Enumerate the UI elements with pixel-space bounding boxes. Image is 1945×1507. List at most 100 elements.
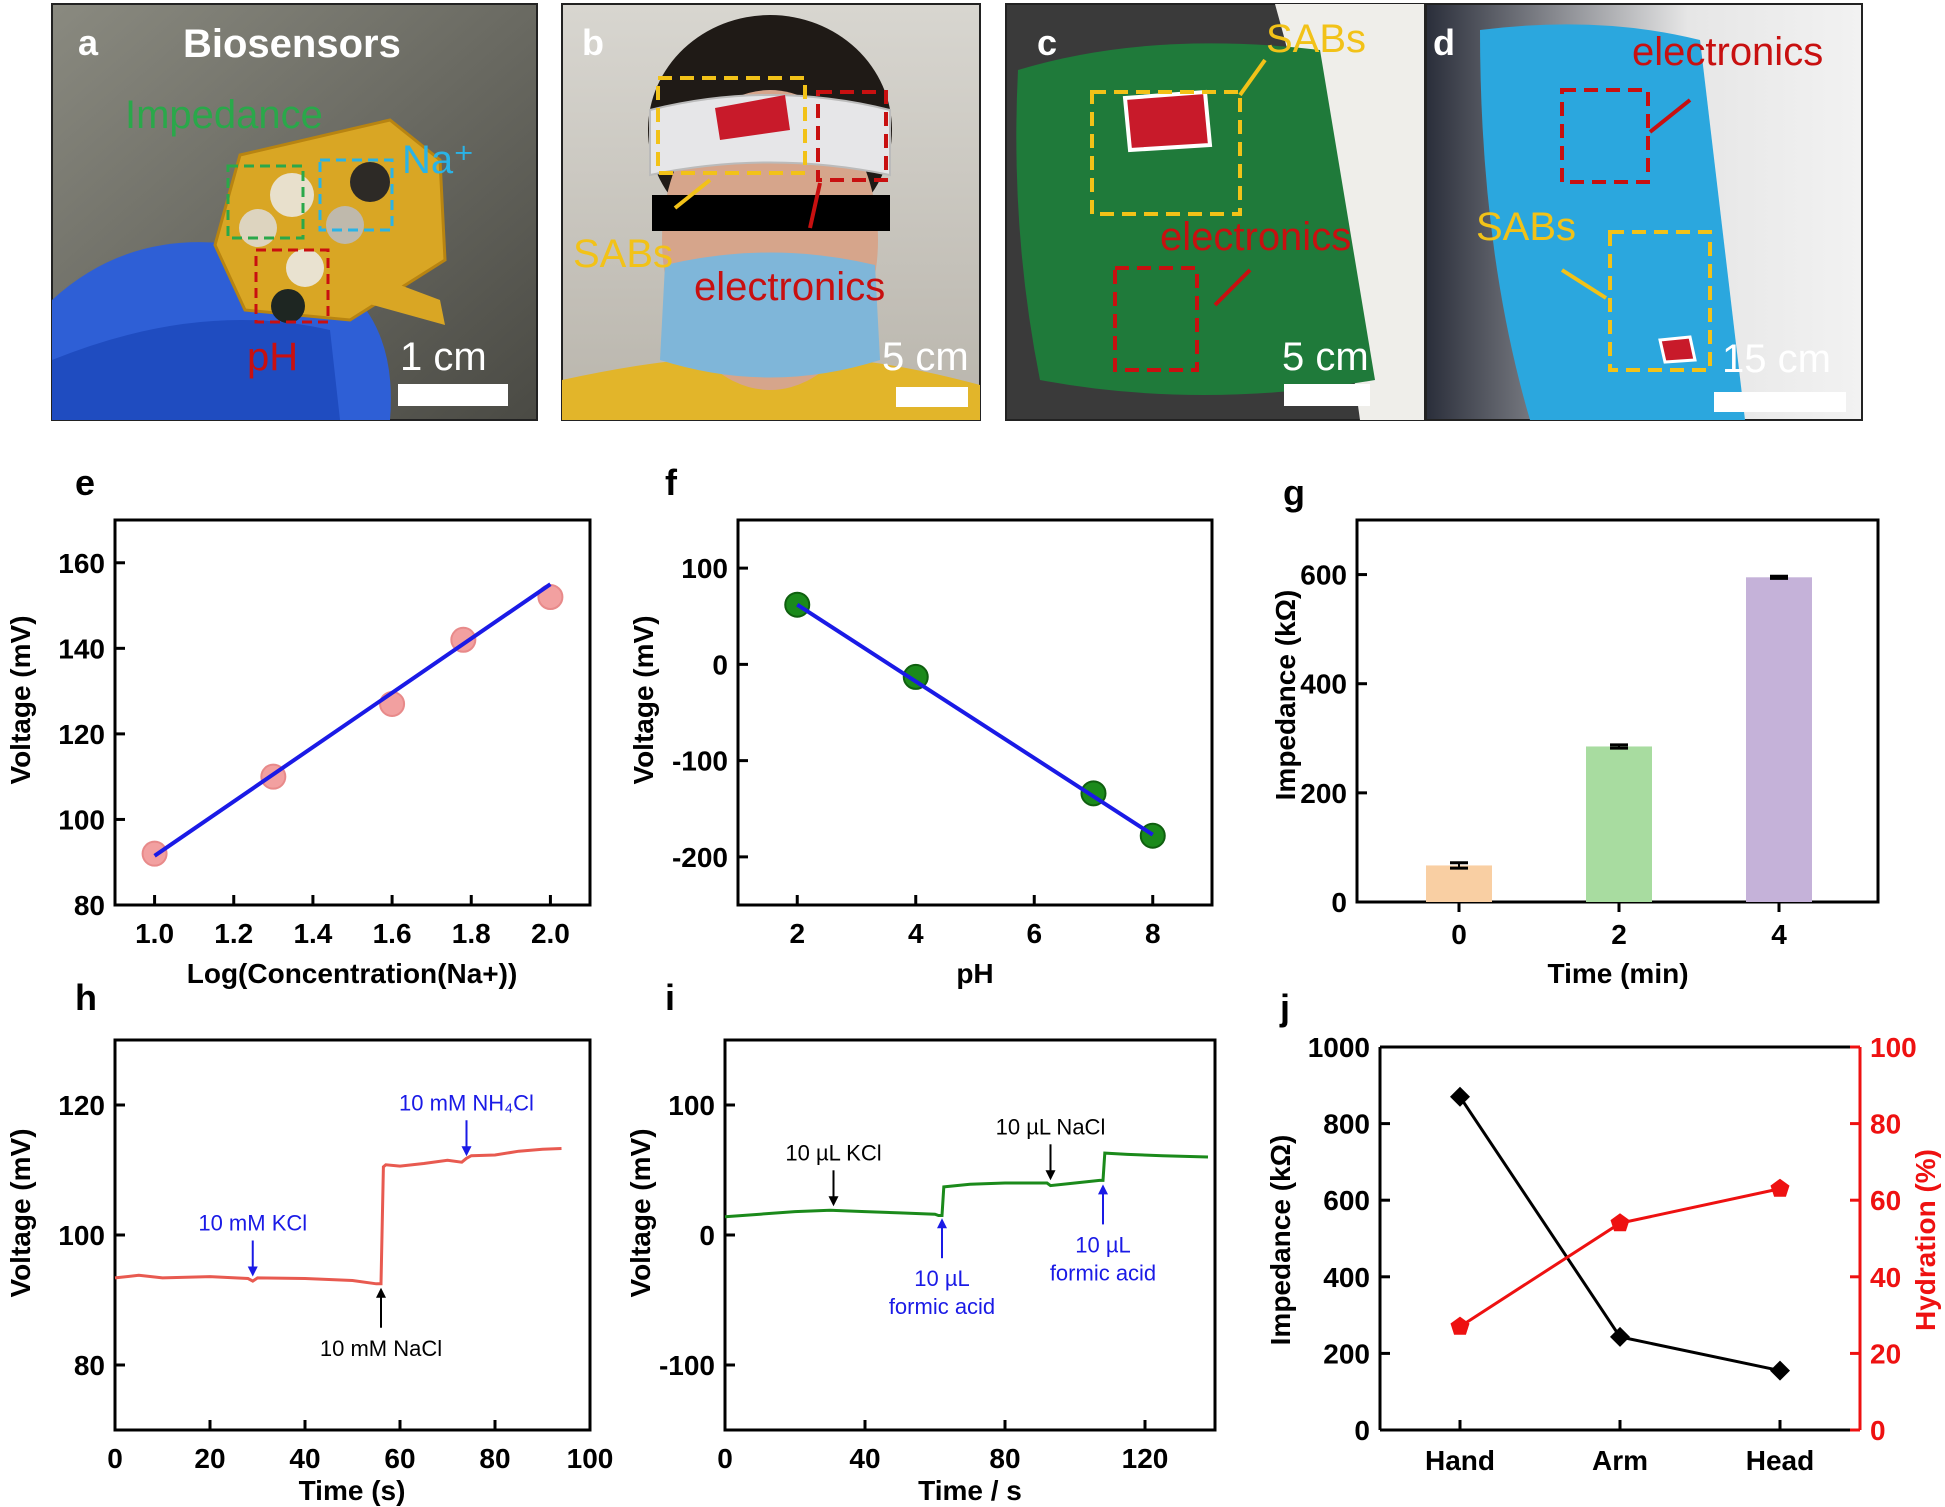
chart-g-bar [1426,865,1492,902]
chart-f-xtick-label: 4 [908,918,924,949]
chart-g-xtick-label: 2 [1611,919,1627,950]
chart-f: f 2 4 6 8 -200 -100 0 100 pH Voltage (mV) [628,462,1214,989]
electronics-annotation-b: electronics [694,265,885,309]
sensor-chip [213,118,447,325]
chart-e-xtick-label: 2.0 [531,918,570,949]
chart-e-ytick-label: 120 [58,719,105,750]
chart-h-ylabel: Voltage (mV) [5,1128,36,1297]
chart-i-xtick-label: 80 [989,1443,1020,1474]
chart-e-ytick-label: 160 [58,548,105,579]
scale-bar-c [1284,384,1370,406]
sabs-annotation-c: SABs [1266,17,1366,61]
chart-j-marks: 0 200 400 600 800 1000 0 20 40 60 80 100 Hand Arm Head [1308,1032,1917,1476]
chart-e-point [379,690,406,717]
chart-e-ylabel: Voltage (mV) [5,615,36,784]
chart-i-annotation-arrowhead [1045,1170,1056,1181]
chart-f-xlabel: pH [956,958,993,989]
chart-j-point [1450,1086,1470,1107]
chart-j-point [1450,1316,1470,1335]
chart-h-marks: 0 20 40 60 80 100 80 100 120 10 mM KCl 10 mM NaCl 1… [58,1038,614,1474]
chart-i-ytick-label: 100 [668,1090,715,1121]
chart-j-xtick-label: Head [1746,1445,1814,1476]
chart-j-ytick-label: 400 [1323,1262,1370,1293]
chart-h-annotation: 10 mM NaCl [320,1336,442,1361]
chart-i-ytick-label: 0 [699,1220,715,1251]
chart-j-ytick-label: 80 [1870,1109,1901,1140]
chart-f-marks: 2 4 6 8 -200 -100 0 100 [672,518,1214,949]
chart-f-xtick-label: 6 [1026,918,1042,949]
scale-bar-label-d: 15 cm [1722,337,1831,381]
panel-label-h: h [75,977,97,1018]
chart-e-marks: 1.0 1.2 1.4 1.6 1.8 2.0 80 100 120 140 160 [58,518,592,949]
chart-h-ytick-label: 120 [58,1090,105,1121]
chart-j-ytick-label: 800 [1323,1109,1370,1140]
scale-bar-label-b: 5 cm [882,335,969,379]
chart-e-xtick-label: 1.8 [452,918,491,949]
chart-h-xtick-label: 40 [289,1443,320,1474]
chart-h: h 0 20 40 60 80 100 80 100 120 10 mM KCl 10 mM NaC… [5,977,613,1506]
chart-e-ytick-label: 80 [74,890,105,921]
chart-i-annotation: formic acid [889,1294,995,1319]
chart-i-annotation: 10 µL NaCl [996,1114,1106,1139]
chart-i-marks: 0 40 80 120 -100 0 100 10 µL KCl 10 µL NaCl 10 µL… [659,1038,1217,1474]
chart-f-xtick-label: 2 [789,918,805,949]
photo-row: a Biosensors Impedance Na⁺ pH 1 cm b SAB… [51,3,1863,421]
chart-g-marks: 0 200 400 600 0 2 4 [1300,518,1880,950]
chart-e-xlabel: Log(Concentration(Na+)) [187,958,518,989]
panel-label-g: g [1283,472,1305,513]
chart-i-annotation: 10 µL [914,1266,970,1291]
scale-bar-d [1714,392,1846,412]
chart-j-ytick-label: 60 [1870,1185,1901,1216]
panel-label-f: f [665,462,678,503]
chart-f-ytick-label: 100 [681,553,728,584]
chart-i-ytick-label: -100 [659,1350,715,1381]
chart-f-ylabel: Voltage (mV) [628,615,659,784]
panel-label-j: j [1279,987,1290,1028]
chart-j-point [1610,1213,1630,1232]
chart-e-ytick-label: 100 [58,804,105,835]
chart-i-xtick-label: 0 [717,1443,733,1474]
chart-i-annotation: 10 µL [1075,1232,1131,1257]
panel-label-i: i [665,977,675,1018]
photo-b-label: b [582,22,604,63]
photo-a-title: Biosensors [183,22,401,66]
chart-i-xlabel: Time / s [918,1475,1022,1506]
chart-j-ytick-label: 1000 [1308,1032,1370,1063]
chart-j-point [1770,1360,1790,1381]
chart-i-xtick-label: 40 [849,1443,880,1474]
chart-i-annotation-arrowhead [828,1196,839,1207]
chart-i-annotation-arrowhead [1098,1184,1108,1195]
chart-g-ylabel: Impedance (kΩ) [1270,590,1301,801]
chart-g-xlabel: Time (min) [1547,958,1688,989]
chart-h-ytick-label: 80 [74,1350,105,1381]
chart-j-ylabel: Impedance (kΩ) [1265,1135,1296,1346]
chart-f-frame [736,518,1214,907]
chart-h-xlabel: Time (s) [299,1475,406,1506]
chart-i-trace [724,1151,1209,1219]
chart-h-ytick-label: 100 [58,1220,105,1251]
chart-j-ytick-label: 0 [1354,1415,1370,1446]
sabs-annotation-b: SABs [573,232,673,276]
scale-bar-a [398,384,508,406]
chart-e-xtick-label: 1.4 [293,918,332,949]
chart-j-ytick-label: 0 [1870,1415,1886,1446]
chart-j-point [1610,1326,1630,1347]
chart-f-ytick-label: -200 [672,842,728,873]
photo-c: c SABs electronics 5 cm [1005,3,1425,421]
chart-i: i 0 40 80 120 -100 0 100 10 µL KCl 10 µL NaCl 10 … [625,977,1217,1506]
chart-g-bar [1586,746,1652,902]
chart-f-fit-line [796,603,1154,837]
chart-i-annotation: formic acid [1050,1260,1156,1285]
chart-h-trace [114,1147,562,1286]
chart-g-ytick-label: 400 [1300,669,1347,700]
chart-j: j 0 200 400 600 800 1000 0 20 40 60 80 100 Hand Arm He… [1265,987,1941,1476]
chart-h-annotation-arrowhead [461,1146,472,1157]
chart-g: g 0 200 400 600 0 2 4 Time (min) Impedance (kΩ… [1270,472,1880,989]
chart-g-ytick-label: 0 [1331,887,1347,918]
chart-i-annotation-arrowhead [937,1218,947,1229]
chart-j-ytick-label: 20 [1870,1338,1901,1369]
scale-bar-label-a: 1 cm [400,335,487,379]
chart-h-xtick-label: 100 [567,1443,614,1474]
chart-j-ytick-label: 200 [1323,1338,1370,1369]
